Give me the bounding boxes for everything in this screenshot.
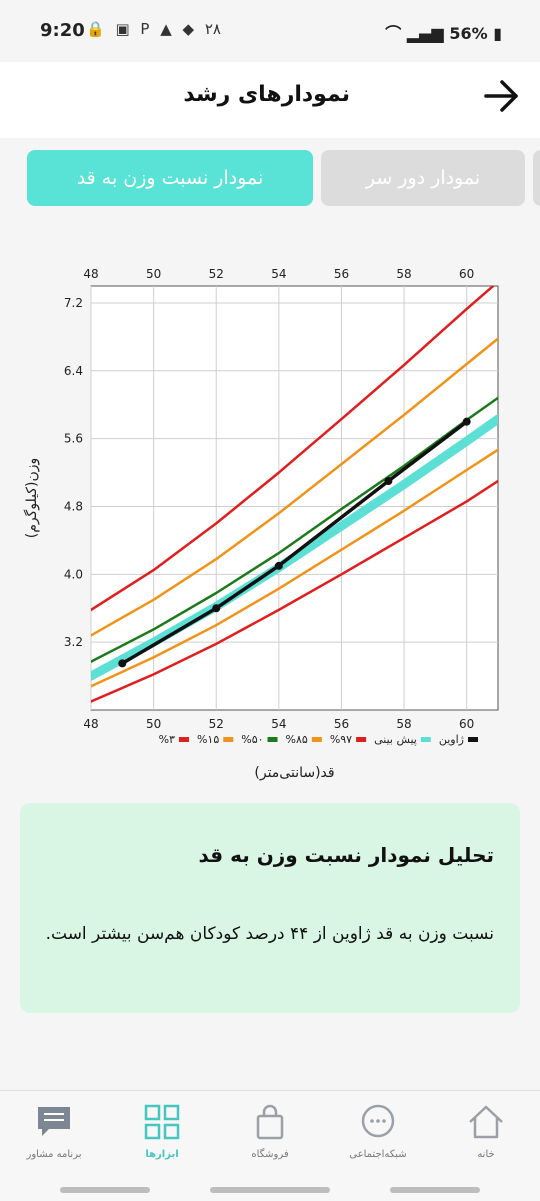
shopping-bag-icon [256,1104,284,1140]
y-tick-label: 7.2 [64,296,83,310]
series-line [91,286,496,612]
home-icon [469,1105,503,1139]
y-tick-label: 4.0 [64,567,83,581]
status-bar: 9:20 🔒 ▣ P ▲ ◆ ۲۸ ⌒ ▂▄▆ 56% ▮ [0,0,540,62]
chart-tabs: نمودار نسبت وزن به قد نمودار دور سر [0,150,540,210]
growth-chart: 48 48 50 50 52 52 54 54 56 56 58 58 60 60 3.2 4.0 4.8 5.6… [23,267,499,781]
battery-icon: ▮ [493,24,502,43]
legend-label: %۸۵ [286,733,308,746]
legend-label: %۹۷ [330,733,352,746]
wifi-icon: ⌒ [385,24,402,43]
tab-weight-for-height[interactable]: نمودار نسبت وزن به قد [27,150,313,206]
legend-swatch [178,737,189,742]
series-line [91,414,498,681]
tab-label: نمودار نسبت وزن به قد [76,167,264,189]
x-tick-label-bottom: 48 [83,717,98,731]
tab-label: نمودار دور سر [365,167,481,189]
data-point [462,417,471,426]
battery-level: 56% [449,24,488,43]
status-right: ⌒ ▂▄▆ 56% ▮ [385,20,502,44]
legend-swatch [420,737,431,742]
page-title: نمودارهای رشد [183,82,350,107]
x-tick-label-bottom: 50 [146,717,161,731]
nav-advisor[interactable]: برنامه مشاور [0,1103,108,1160]
tab-head-circumference[interactable]: نمودار دور سر [321,150,525,206]
nav-home[interactable]: خانه [432,1103,540,1160]
x-tick-label-top: 50 [146,267,161,281]
back-arrow-icon[interactable] [482,76,522,116]
y-tick-label: 5.6 [64,432,83,446]
x-axis-label: قد(سانتی‌متر) [254,765,334,781]
system-nav-home [210,1187,330,1193]
signal-icon: ▂▄▆ [406,24,444,43]
y-tick-label: 6.4 [64,364,83,378]
x-tick-label-top: 54 [271,267,286,281]
nav-tools[interactable]: ابزارها [108,1103,216,1160]
grid-icon [144,1104,180,1140]
nav-label: ابزارها [145,1149,179,1160]
series-line [91,448,498,688]
legend-swatch [311,737,322,742]
y-tick-label: 4.8 [64,499,83,513]
legend-label: %۱۵ [197,733,219,746]
nav-social[interactable]: شبکه‌اجتماعی [324,1103,432,1160]
data-point [118,659,127,668]
legend-swatch [468,737,478,742]
x-tick-label-bottom: 52 [209,717,224,731]
x-tick-label-bottom: 58 [396,717,411,731]
bottom-nav: خانه شبکه‌اجتماعی فروشگاه ابزارها برنامه… [0,1090,540,1201]
analysis-card: تحلیل نمودار نسبت وزن به قد نسبت وزن به … [20,803,520,1013]
x-tick-label-top: 52 [209,267,224,281]
series-line [91,479,498,703]
system-nav-back [60,1187,150,1193]
x-tick-label-bottom: 56 [334,717,349,731]
nav-label: شبکه‌اجتماعی [349,1149,407,1160]
data-point [212,604,221,613]
x-tick-label-top: 48 [83,267,98,281]
x-tick-label-top: 60 [459,267,474,281]
chat-bubble-icon [361,1104,395,1138]
legend-swatch [223,737,234,742]
nav-label: فروشگاه [251,1149,289,1160]
x-tick-label-bottom: 54 [271,717,286,731]
y-axis-label: وزن(کیلوگرم) [23,458,40,539]
analysis-text: نسبت وزن به قد ژاوین از ۴۴ درصد کودکان ه… [45,924,494,944]
legend-swatch [267,737,278,742]
legend-label: پیش بینی [374,733,417,746]
tab-more[interactable] [533,150,540,206]
legend-label: %۵۰ [241,733,263,746]
x-tick-label-bottom: 60 [459,717,474,731]
notification-icons: 🔒 ▣ P ▲ ◆ ۲۸ [86,20,221,38]
app-bar: نمودارهای رشد [0,62,540,138]
y-tick-label: 3.2 [64,635,83,649]
message-icon [38,1107,70,1136]
data-point [274,561,283,570]
nav-label: خانه [477,1149,495,1160]
analysis-title: تحلیل نمودار نسبت وزن به قد [198,843,494,867]
series-line [91,337,498,637]
x-tick-label-top: 56 [334,267,349,281]
status-time: 9:20 [40,20,85,41]
nav-shop[interactable]: فروشگاه [216,1103,324,1160]
legend-label: %۳ [159,733,175,746]
legend-swatch [356,737,367,742]
system-nav-recent [390,1187,480,1193]
x-tick-label-top: 58 [396,267,411,281]
legend-label: ژاوین [439,733,464,746]
nav-label: برنامه مشاور [26,1149,82,1160]
status-extra: ۲۸ [204,20,221,38]
data-point [384,477,393,486]
